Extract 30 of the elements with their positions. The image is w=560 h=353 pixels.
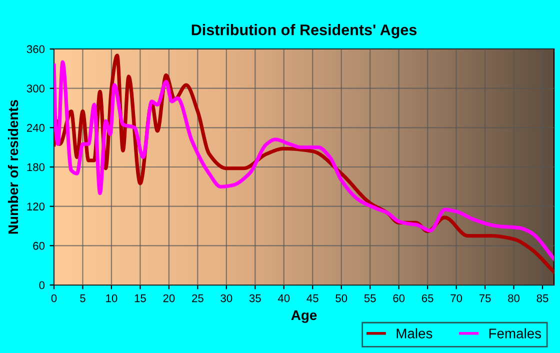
x-tick-label: 75 xyxy=(479,294,491,302)
x-tick-label: 5 xyxy=(80,294,86,302)
x-tick-label: 65 xyxy=(422,294,434,302)
chart-title: Distribution of Residents' Ages xyxy=(192,24,417,38)
y-tick-label: 180 xyxy=(27,163,45,172)
y-tick-label: 300 xyxy=(26,84,45,92)
y-tick-label: 0 xyxy=(39,281,45,290)
x-tick-label: 20 xyxy=(163,294,175,302)
x-tick-label: 10 xyxy=(106,294,118,302)
x-tick-label: 85 xyxy=(536,294,548,302)
x-tick-label: 35 xyxy=(249,294,261,302)
y-tick-label: 360 xyxy=(26,45,45,54)
x-tick-label: 60 xyxy=(393,294,405,302)
y-axis-title: Number of residents xyxy=(8,100,18,234)
x-tick-label: 70 xyxy=(450,294,462,302)
x-tick-label: 45 xyxy=(306,294,318,302)
y-tick-label: 240 xyxy=(26,124,45,132)
y-tick-label: 120 xyxy=(27,202,45,210)
legend-label: Males xyxy=(396,328,432,338)
x-tick-label: 25 xyxy=(192,294,204,302)
x-tick-label: 80 xyxy=(508,294,520,302)
x-tick-label: 40 xyxy=(278,294,290,302)
y-tick-label: 60 xyxy=(33,242,45,250)
x-tick-label: 30 xyxy=(220,294,232,302)
x-tick-label: 50 xyxy=(336,294,348,302)
x-tick-label: 15 xyxy=(134,294,146,302)
x-axis-title: Age xyxy=(291,310,317,323)
legend-label: Females xyxy=(489,328,541,338)
x-tick-label: 55 xyxy=(364,294,376,302)
x-tick-label: 0 xyxy=(51,294,57,302)
